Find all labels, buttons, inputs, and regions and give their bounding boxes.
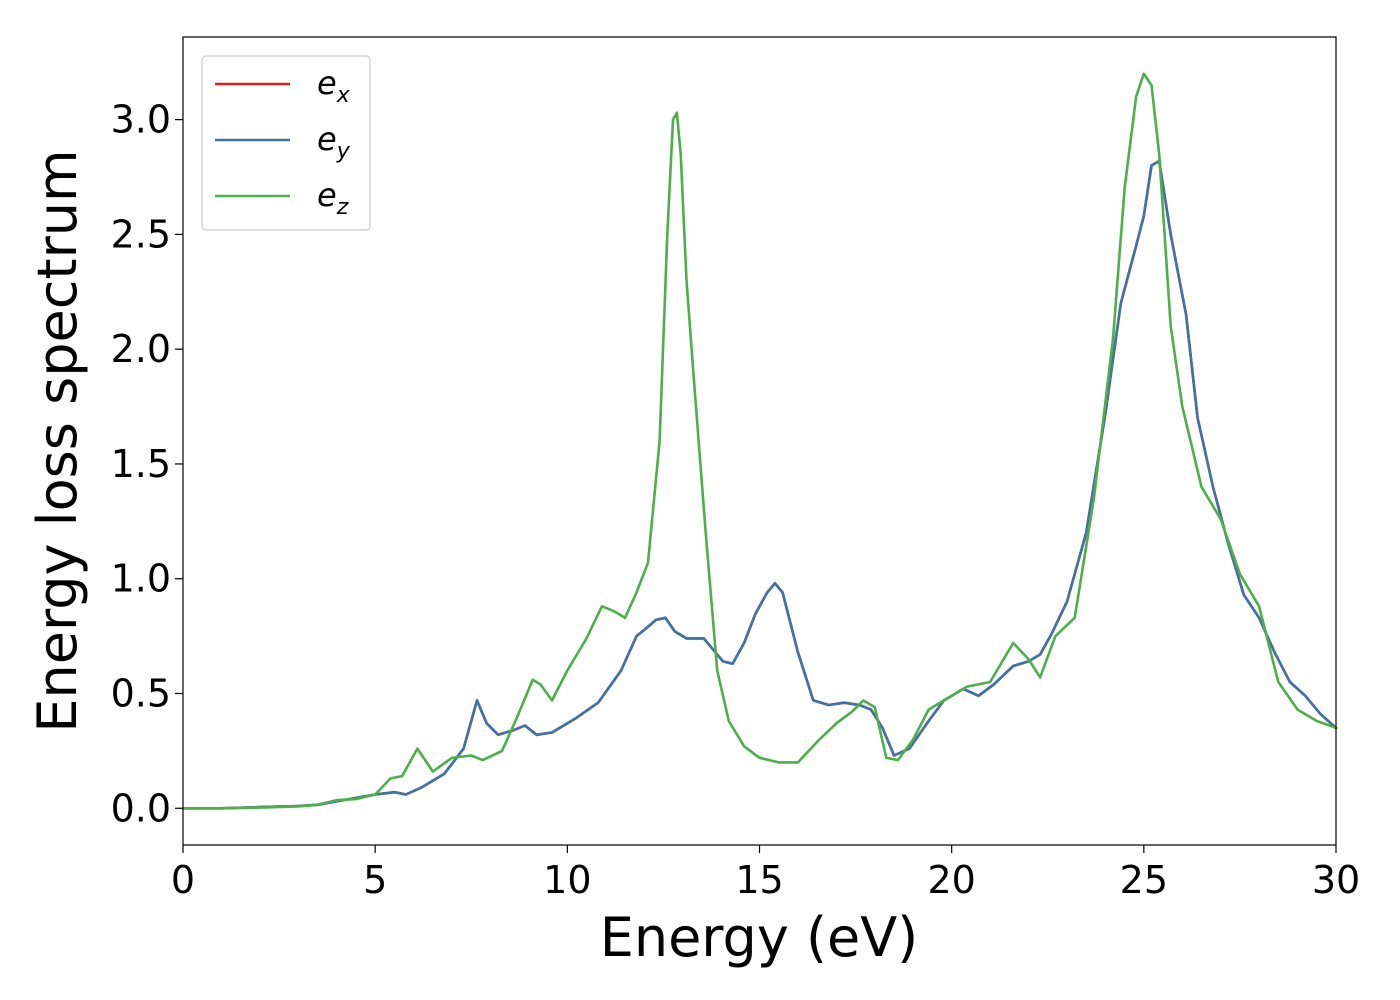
x-axis-title: Energy (eV)	[600, 906, 919, 969]
y-tick-label: 2.0	[111, 327, 171, 371]
x-tick-label: 25	[1120, 858, 1168, 902]
y-axis: 0.0 0.5 1.0 1.5 2.0 2.5 3.0	[111, 98, 183, 830]
y-axis-title: Energy loss spectrum	[26, 149, 89, 732]
legend-label: ey	[317, 120, 351, 164]
series-line-ez	[181, 72, 1338, 810]
x-tick-label: 10	[543, 858, 591, 902]
y-tick-label: 1.0	[111, 557, 171, 601]
legend-label: ez	[317, 176, 349, 220]
legend-label: ex	[317, 64, 351, 108]
plot-area	[183, 37, 1336, 845]
x-tick-label: 0	[171, 858, 195, 902]
series-line-ey	[181, 159, 1338, 810]
x-axis: 0 5 10 15 20 25 30	[171, 845, 1360, 902]
y-tick-label: 0.5	[111, 672, 171, 716]
y-tick-label: 2.5	[111, 212, 171, 256]
y-tick-label: 0.0	[111, 786, 171, 830]
legend: ex ey ez	[201, 55, 371, 231]
x-tick-label: 5	[363, 858, 387, 902]
series-layer	[181, 72, 1338, 810]
x-tick-label: 15	[735, 858, 783, 902]
x-tick-label: 30	[1312, 858, 1360, 902]
y-tick-label: 3.0	[111, 98, 171, 142]
legend-box	[201, 55, 371, 231]
y-tick-label: 1.5	[111, 442, 171, 486]
x-tick-label: 20	[927, 858, 975, 902]
